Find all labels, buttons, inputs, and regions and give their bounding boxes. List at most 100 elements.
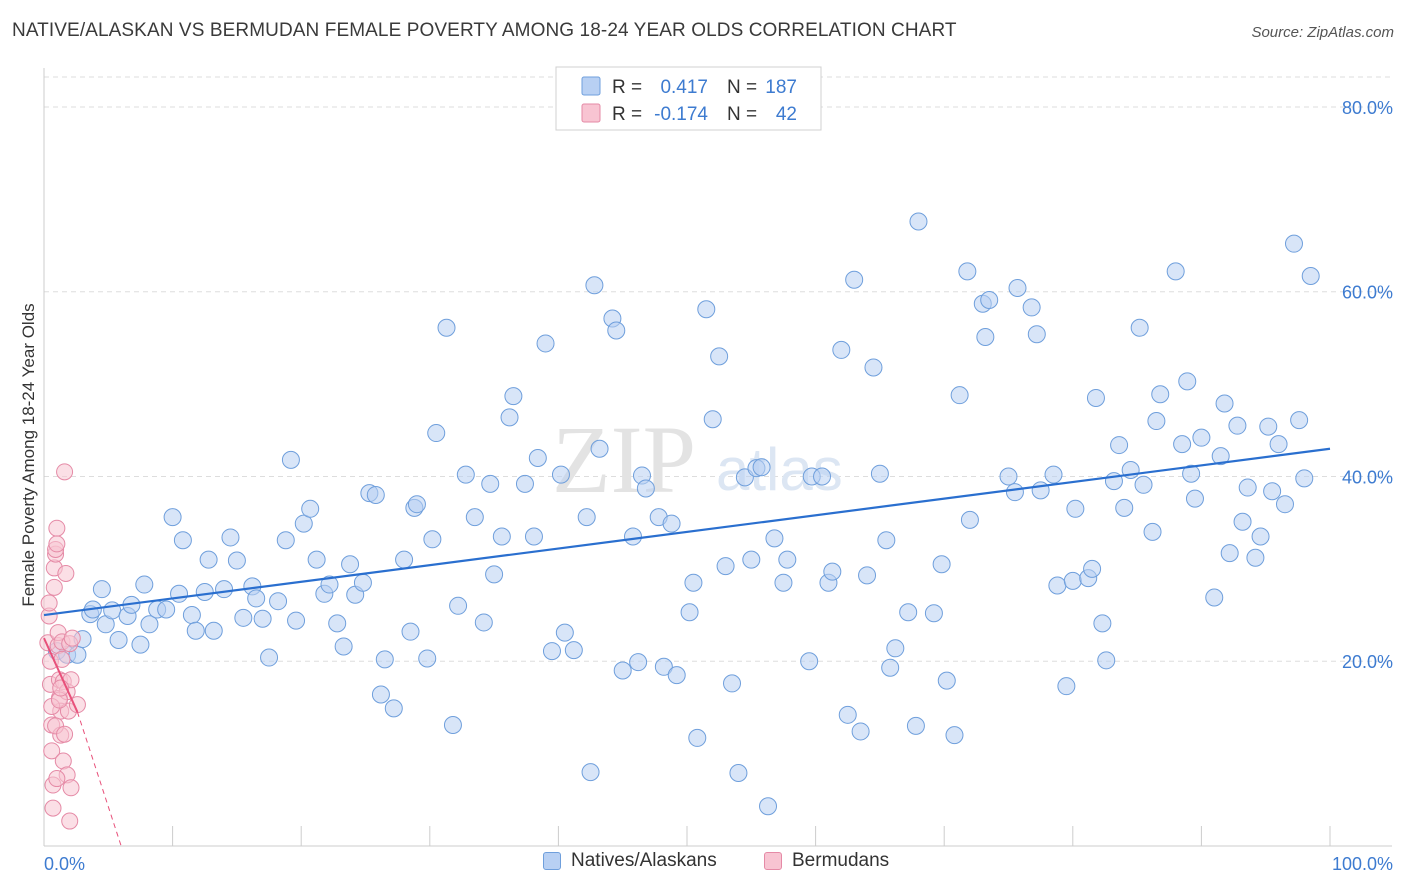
data-point-native [204,621,223,640]
data-point-native [1233,512,1252,531]
legend-n-value-1: 187 [765,77,797,98]
data-point-native [1301,267,1320,286]
data-point-native [524,527,543,546]
data-point-bermudan [44,799,62,817]
data-point-native [1192,428,1211,447]
y-tick-label: 60.0% [1342,283,1393,303]
data-point-native [881,658,900,677]
data-point-native [281,450,300,469]
data-point-native [500,408,519,427]
data-point-native [536,334,555,353]
data-point-native [906,716,925,735]
data-point-native [1147,412,1166,431]
data-point-native [481,474,500,493]
legend-swatch-pink [581,103,601,123]
data-point-native [353,573,372,592]
data-point-native [832,340,851,359]
data-point-native [654,657,673,676]
data-point-native [1066,499,1085,518]
data-point-native [564,641,583,660]
data-point-native [173,531,192,550]
data-point-native [851,722,870,741]
data-point-native [551,465,570,484]
data-point-native [577,508,596,527]
source-label: Source: ZipAtlas.com [1251,24,1394,41]
data-point-native [1044,465,1063,484]
data-point-native [456,465,475,484]
data-point-native [759,797,778,816]
data-point-native [1295,469,1314,488]
data-point-bermudan [61,812,79,830]
data-point-native [465,508,484,527]
series-bermudans [39,463,86,830]
data-point-native [950,386,969,405]
data-point-native [716,557,735,576]
data-point-native [221,528,240,547]
data-point-native [1205,588,1224,607]
data-point-native [742,550,761,569]
data-point-native [845,270,864,289]
data-point-native [320,575,339,594]
watermark: ZIP atlas [552,406,843,513]
data-point-bermudan [48,519,66,537]
data-point-native [976,327,995,346]
data-point-native [636,479,655,498]
data-point-bermudan [57,564,75,582]
trend-lines [43,447,1331,847]
data-point-native [937,671,956,690]
legend-r-label-2: R = [612,104,642,125]
x-tick-label: 100.0% [1332,854,1393,874]
data-point-native [1269,435,1288,454]
data-point-native [1185,489,1204,508]
data-point-native [1238,478,1257,497]
gridlines [44,76,1392,662]
data-point-native [958,262,977,281]
data-point-native [858,566,877,585]
data-point-native [1110,436,1129,455]
axes [43,68,1392,847]
data-point-native [684,573,703,592]
tick-labels: 20.0% 40.0% 60.0% 80.0% 0.0% 100.0% [44,98,1393,874]
data-point-native [334,637,353,656]
data-point-native [838,705,857,724]
data-point-native [1057,677,1076,696]
data-point-native [1115,498,1134,517]
data-point-native [1083,559,1102,578]
data-point-native [932,555,951,574]
data-point-native [301,499,320,518]
data-point-native [1246,548,1265,567]
legend-r-value-1: 0.417 [660,77,708,98]
data-point-native [752,458,771,477]
y-tick-label: 20.0% [1342,652,1393,672]
data-point-native [800,652,819,671]
legend-n-label-1: N = [727,77,757,98]
data-point-native [1228,416,1247,435]
data-point-native [1151,385,1170,404]
legend-n-label-2: N = [727,104,757,125]
data-point-bermudan [45,578,63,596]
data-point-native [287,611,306,630]
data-point-native [485,565,504,584]
legend-n-value-2: 42 [776,104,797,125]
data-point-native [1178,372,1197,391]
data-point-native [375,650,394,669]
data-point-bermudan [56,463,74,481]
data-point-native [366,485,385,504]
data-point-native [449,596,468,615]
data-point-native [443,715,462,734]
data-point-native [492,527,511,546]
data-point-native [131,635,150,654]
watermark-zip: ZIP [552,406,696,513]
legend-item-natives: Natives/Alaskans [543,850,717,872]
data-point-native [1173,435,1192,454]
data-point-native [877,531,896,550]
data-point-native [1182,464,1201,483]
data-point-native [945,726,964,745]
data-point-native [384,699,403,718]
data-point-native [909,212,928,231]
data-point-native [1251,527,1270,546]
legend-label-natives: Natives/Alaskans [571,850,717,871]
data-point-native [504,387,523,406]
data-point-bermudan [56,725,74,743]
